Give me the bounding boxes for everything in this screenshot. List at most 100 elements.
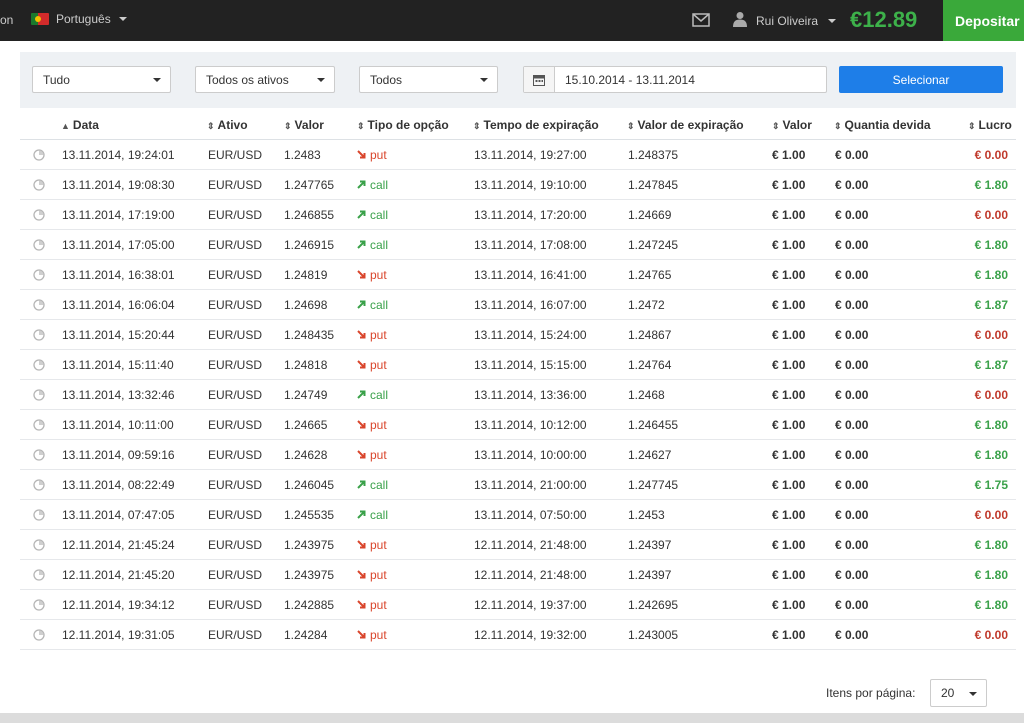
table-row[interactable]: 13.11.2014, 17:19:00 EUR/USD 1.246855 call 1…	[20, 200, 1016, 230]
cell-expiration-value: 1.24764	[628, 358, 672, 372]
arrow-down-right-icon	[357, 148, 366, 162]
cell-amount: € 1.00	[772, 238, 806, 252]
clock-icon	[33, 389, 45, 404]
cell-amount-due: € 0.00	[835, 268, 869, 282]
column-header-date[interactable]: ▲ Data	[61, 118, 99, 132]
option-type-label: put	[370, 568, 387, 582]
language-selector[interactable]: Português	[31, 12, 127, 26]
chevron-down-icon	[969, 692, 977, 696]
table-row[interactable]: 13.11.2014, 13:32:46 EUR/USD 1.24749 call 13…	[20, 380, 1016, 410]
status-filter-select[interactable]: Todos	[359, 66, 498, 93]
user-menu[interactable]: Rui Oliveira	[733, 11, 837, 30]
cell-amount-due: € 0.00	[835, 628, 869, 642]
table-row[interactable]: 13.11.2014, 10:11:00 EUR/USD 1.24665 put 13.…	[20, 410, 1016, 440]
table-row[interactable]: 13.11.2014, 16:38:01 EUR/USD 1.24819 put 13.…	[20, 260, 1016, 290]
top-bar: on Português Rui Oliveira €12.89 Deposit…	[0, 0, 1024, 41]
cell-asset: EUR/USD	[208, 538, 263, 552]
table-row[interactable]: 13.11.2014, 19:08:30 EUR/USD 1.247765 call 1…	[20, 170, 1016, 200]
select-button[interactable]: Selecionar	[839, 66, 1003, 93]
cell-amount-due: € 0.00	[835, 538, 869, 552]
table-row[interactable]: 13.11.2014, 08:22:49 EUR/USD 1.246045 call 1…	[20, 470, 1016, 500]
option-type-label: put	[370, 358, 387, 372]
cell-expiration-value: 1.247745	[628, 478, 679, 492]
table-row[interactable]: 13.11.2014, 16:06:04 EUR/USD 1.24698 call 13…	[20, 290, 1016, 320]
cell-amount: € 1.00	[772, 598, 806, 612]
cell-amount-due: € 0.00	[835, 388, 869, 402]
column-header-profit[interactable]: ⇕ Lucro	[968, 118, 1012, 132]
arrow-up-right-icon	[357, 478, 366, 492]
column-header-asset[interactable]: ⇕ Ativo	[207, 118, 248, 132]
cell-value: 1.246915	[284, 238, 335, 252]
cell-date: 12.11.2014, 21:45:24	[62, 538, 175, 552]
cell-option-type: put	[357, 448, 387, 462]
status-filter-value: Todos	[370, 72, 403, 87]
cell-option-type: put	[357, 328, 387, 342]
arrow-down-right-icon	[357, 448, 366, 462]
cell-amount: € 1.00	[772, 508, 806, 522]
clock-icon	[33, 269, 45, 284]
cell-expiration-time: 13.11.2014, 19:27:00	[474, 148, 587, 162]
cell-amount: € 1.00	[772, 568, 806, 582]
cell-value: 1.247765	[284, 178, 335, 192]
column-header-expiration-time[interactable]: ⇕ Tempo de expiração	[473, 118, 599, 132]
arrow-down-right-icon	[357, 628, 366, 642]
table-row[interactable]: 13.11.2014, 07:47:05 EUR/USD 1.245535 call 1…	[20, 500, 1016, 530]
type-filter-select[interactable]: Tudo	[32, 66, 171, 93]
deposit-button[interactable]: Depositar	[943, 0, 1024, 41]
cell-amount-due: € 0.00	[835, 358, 869, 372]
cell-expiration-time: 13.11.2014, 10:00:00	[474, 448, 587, 462]
items-per-page-select[interactable]: 20	[930, 679, 987, 707]
cell-asset: EUR/USD	[208, 418, 263, 432]
cell-expiration-time: 13.11.2014, 16:41:00	[474, 268, 587, 282]
cell-date: 13.11.2014, 19:24:01	[62, 148, 175, 162]
table-row[interactable]: 13.11.2014, 17:05:00 EUR/USD 1.246915 call 1…	[20, 230, 1016, 260]
cell-profit: € 0.00	[974, 388, 1008, 402]
table-row[interactable]: 12.11.2014, 19:34:12 EUR/USD 1.242885 put 12…	[20, 590, 1016, 620]
option-type-label: put	[370, 598, 387, 612]
cell-amount-due: € 0.00	[835, 418, 869, 432]
cell-expiration-value: 1.247845	[628, 178, 679, 192]
asset-filter-select[interactable]: Todos os ativos	[195, 66, 335, 93]
arrow-down-right-icon	[357, 358, 366, 372]
chevron-down-icon	[153, 78, 161, 82]
table-row[interactable]: 13.11.2014, 15:11:40 EUR/USD 1.24818 put 13.…	[20, 350, 1016, 380]
column-header-option-type[interactable]: ⇕ Tipo de opção	[357, 118, 449, 132]
column-header-expiration-value[interactable]: ⇕ Valor de expiração	[627, 118, 744, 132]
cell-date: 13.11.2014, 16:38:01	[62, 268, 175, 282]
sort-icon: ⇕	[207, 121, 215, 131]
option-type-label: call	[370, 298, 389, 312]
table-row[interactable]: 13.11.2014, 09:59:16 EUR/USD 1.24628 put 13.…	[20, 440, 1016, 470]
cell-expiration-value: 1.24397	[628, 538, 672, 552]
table-row[interactable]: 12.11.2014, 21:45:20 EUR/USD 1.243975 put 12…	[20, 560, 1016, 590]
option-type-label: put	[370, 418, 387, 432]
table-row[interactable]: 13.11.2014, 15:20:44 EUR/USD 1.248435 put 13…	[20, 320, 1016, 350]
column-header-amount[interactable]: ⇕ Valor	[772, 118, 812, 132]
table-row[interactable]: 13.11.2014, 19:24:01 EUR/USD 1.2483 put 13.1…	[20, 140, 1016, 170]
table-row[interactable]: 12.11.2014, 21:45:24 EUR/USD 1.243975 put 12…	[20, 530, 1016, 560]
truncated-nav-text[interactable]: on	[0, 13, 14, 27]
column-header-amount-due[interactable]: ⇕ Quantia devida	[834, 118, 931, 132]
cell-amount-due: € 0.00	[835, 328, 869, 342]
bottom-strip	[0, 713, 1024, 723]
cell-date: 12.11.2014, 19:31:05	[62, 628, 175, 642]
calendar-icon[interactable]	[524, 67, 555, 92]
option-type-label: put	[370, 328, 387, 342]
cell-date: 12.11.2014, 19:34:12	[62, 598, 175, 612]
cell-asset: EUR/USD	[208, 208, 263, 222]
sort-icon: ⇕	[473, 121, 481, 131]
table-row[interactable]: 12.11.2014, 19:31:05 EUR/USD 1.24284 put 12.…	[20, 620, 1016, 650]
cell-amount-due: € 0.00	[835, 178, 869, 192]
option-type-label: put	[370, 628, 387, 642]
cell-value: 1.24819	[284, 268, 328, 282]
portugal-flag-icon	[31, 13, 49, 25]
cell-expiration-value: 1.246455	[628, 418, 679, 432]
cell-expiration-value: 1.248375	[628, 148, 679, 162]
cell-asset: EUR/USD	[208, 388, 263, 402]
cell-amount: € 1.00	[772, 268, 806, 282]
cell-profit: € 1.75	[974, 478, 1008, 492]
cell-profit: € 0.00	[974, 628, 1008, 642]
mail-icon[interactable]	[692, 13, 710, 30]
column-header-value[interactable]: ⇕ Valor	[284, 118, 324, 132]
cell-amount: € 1.00	[772, 418, 806, 432]
date-range-input[interactable]: 15.10.2014 - 13.11.2014	[523, 66, 827, 93]
